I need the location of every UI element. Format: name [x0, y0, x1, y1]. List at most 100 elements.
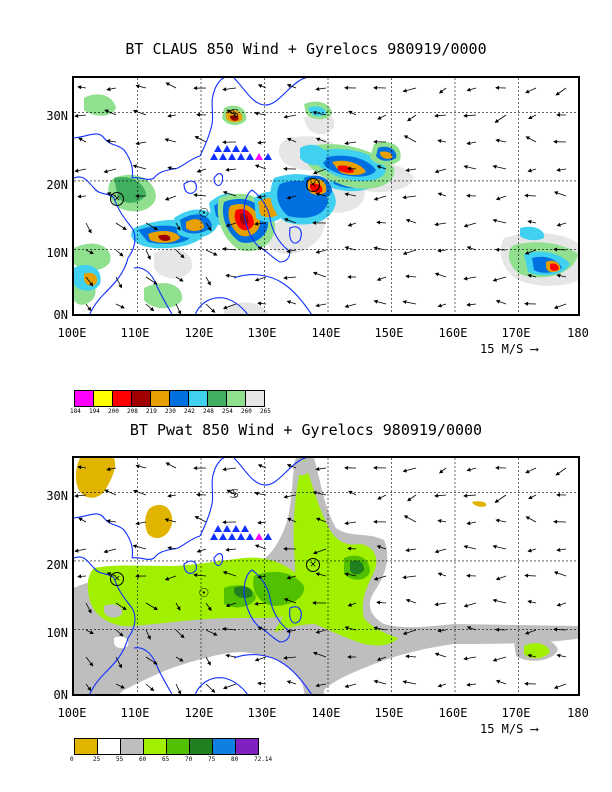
x-tick-label: 170E [501, 326, 531, 340]
x-tick-label: 140E [311, 326, 341, 340]
wind-arrowhead [222, 626, 227, 631]
wind-arrowhead [312, 110, 317, 115]
x-tick-label: 110E [120, 706, 150, 720]
wind-arrowhead [553, 191, 559, 195]
wind-arrowhead [147, 635, 151, 640]
triangle-marker-icon [264, 153, 272, 160]
wind-arrowhead [347, 222, 353, 227]
wind-arrowhead [463, 276, 468, 281]
wind-arrowhead [164, 138, 169, 142]
wind-arrowhead [226, 489, 231, 494]
wind-arrowhead [153, 280, 158, 285]
wind-arrowhead [194, 516, 200, 520]
wind-arrowhead [312, 220, 317, 225]
wind-arrowhead [347, 546, 352, 551]
wind-arrowhead [556, 222, 561, 227]
wind-arrowhead [344, 85, 349, 90]
wind-arrowhead [225, 547, 230, 552]
wind-arrowhead [344, 626, 349, 630]
wind-arrowhead [254, 601, 259, 606]
triangle-marker-icon [223, 145, 231, 152]
lat-lon-grid [74, 458, 578, 694]
wind-arrowhead [103, 549, 108, 554]
wind-arrowhead [373, 196, 379, 201]
wind-arrowhead [225, 167, 230, 172]
wind-arrowhead [74, 113, 79, 118]
y-tick-label: 10N [46, 246, 68, 260]
wind-arrowhead [257, 520, 262, 525]
wind-arrowhead [89, 630, 94, 634]
wind-arrowhead [87, 686, 92, 692]
wind-arrowhead [167, 113, 172, 118]
wind-arrowhead [257, 681, 262, 686]
wind-arrowhead [132, 544, 137, 549]
wind-arrowhead [257, 84, 263, 88]
wind-arrowhead [164, 576, 170, 581]
wind-arrowhead [257, 464, 263, 468]
y-tick-label: 0N [53, 308, 68, 322]
wind-arrowhead [222, 190, 228, 195]
wind-arrowhead [132, 109, 138, 114]
wind-arrowhead [77, 465, 82, 470]
wind-arrowhead [193, 193, 198, 198]
x-tick-label: 150E [374, 326, 404, 340]
colorbar-label: 254 [222, 408, 233, 415]
wind-arrowhead [344, 141, 349, 146]
wind-arrowhead [463, 113, 468, 118]
y-tick-label: 0N [53, 688, 68, 702]
wind-arrowhead [373, 626, 378, 631]
wind-arrowhead [556, 602, 561, 607]
wind-arrowhead [524, 630, 530, 635]
wind-arrowhead [466, 626, 472, 630]
colorbar-label: 25 [93, 756, 101, 763]
wind-arrowhead [222, 520, 227, 525]
wind-arrowhead [402, 300, 407, 305]
y-tick-label: 20N [46, 558, 68, 572]
wind-arrowhead [463, 603, 469, 608]
wind-arrowhead [405, 218, 411, 223]
wind-arrowhead [177, 690, 182, 694]
wind-arrowhead [147, 255, 151, 260]
wind-arrowhead [466, 87, 471, 92]
colorbar-label: 208 [127, 408, 138, 415]
wind-arrowhead [193, 573, 198, 578]
wind-arrowhead [211, 308, 216, 313]
wind-arrowhead [89, 282, 94, 287]
wind-arrowhead [344, 304, 349, 309]
colorbar-label: 260 [241, 408, 252, 415]
y-tick-label: 30N [46, 109, 68, 123]
wind-scale-label: 15 M/S [480, 342, 524, 356]
wind-arrowhead [405, 168, 410, 173]
wind-arrowhead [347, 166, 352, 171]
wind-arrowhead [463, 164, 468, 169]
wind-arrowhead [153, 226, 158, 231]
wind-arrowhead [104, 109, 109, 114]
wind-arrowhead [402, 468, 407, 473]
wind-arrowhead [283, 598, 289, 602]
wind-arrowhead [373, 519, 378, 524]
wind-arrowhead [132, 489, 138, 494]
colorbar-swatch [212, 738, 236, 755]
wind-arrowhead [254, 491, 259, 496]
wind-arrowhead [207, 661, 211, 666]
wind-arrowhead [373, 85, 378, 90]
x-tick-label: 120E [184, 706, 214, 720]
wind-arrowhead [165, 462, 170, 467]
wind-arrowhead [466, 141, 471, 146]
wind-arrowhead [373, 679, 378, 684]
x-tick-label: 140E [311, 706, 341, 720]
colorbar-claus [74, 390, 265, 407]
wind-arrowhead [348, 110, 353, 115]
circle-x-icon: ✕ [306, 178, 320, 192]
wind-arrowhead [283, 546, 288, 551]
wind-arrowhead [193, 466, 198, 471]
panel2-title: BT Pwat 850 Wind + Gyrelocs 980919/0000 [129, 421, 483, 439]
typhoon-symbol-icon: ♋ [230, 106, 239, 122]
wind-arrowhead [211, 688, 216, 693]
colorbar-label: 265 [260, 408, 271, 415]
wind-arrowhead [164, 196, 170, 201]
wind-arrowhead [222, 305, 228, 310]
wind-vectors [74, 462, 567, 694]
wind-arrowhead [403, 515, 409, 520]
wind-arrowhead [524, 681, 529, 686]
